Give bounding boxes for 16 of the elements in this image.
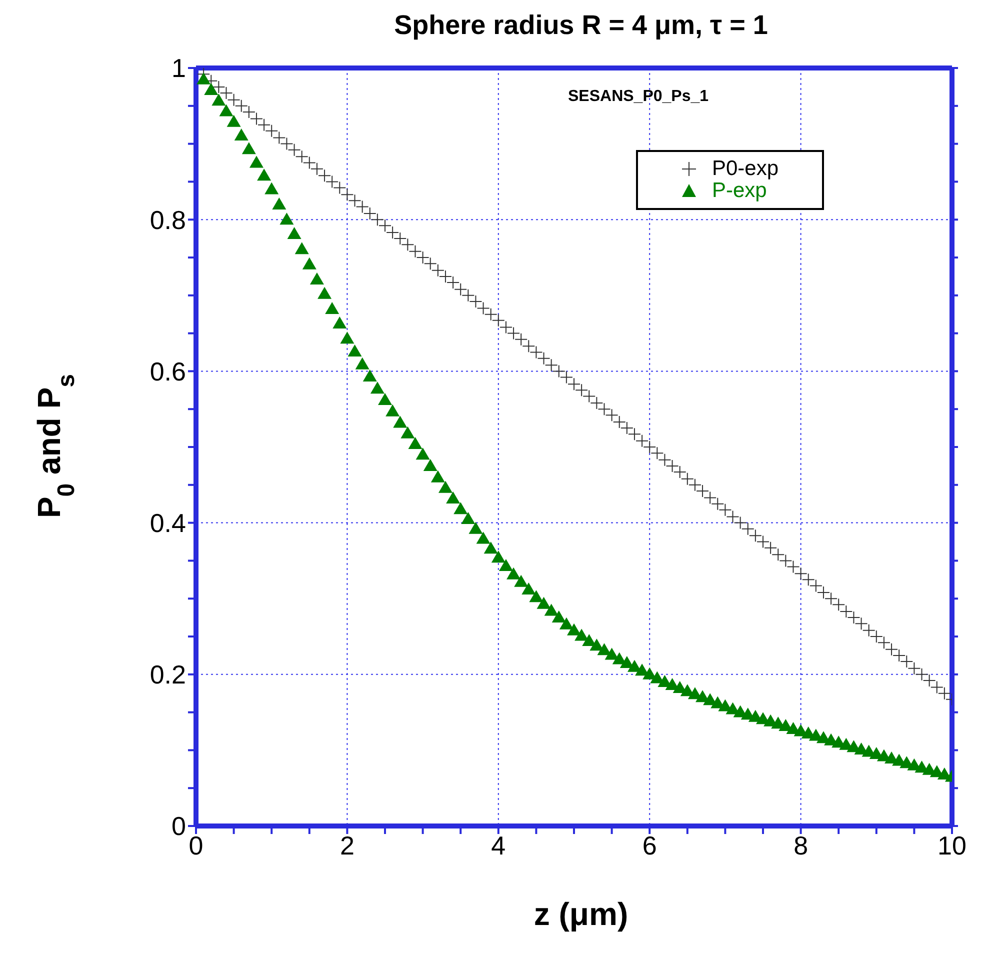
chart-title: Sphere radius R = 4 μm, τ = 1 [393,10,769,41]
annotation: SESANS_P0_Ps_1 [568,88,709,106]
x-tick-label: 4 [491,830,506,860]
y-tick-label: 0 [172,811,186,842]
y-tick-label: 0.8 [150,204,186,235]
y-tick-label: 0.6 [150,356,186,386]
x-tick-label: 8 [794,830,808,860]
x-tick-label: 10 [938,830,966,860]
x-tick-label: 2 [340,830,354,860]
x-tick-label: 6 [642,830,657,860]
y-tick-label: 1 [172,53,186,84]
legend-label: P-exp [712,179,767,203]
x-axis-title: z (μm) [532,896,630,933]
y-tick-label: 0.2 [150,660,186,690]
legend-label: P0-exp [712,157,779,181]
y-tick-label: 0.4 [150,508,186,538]
